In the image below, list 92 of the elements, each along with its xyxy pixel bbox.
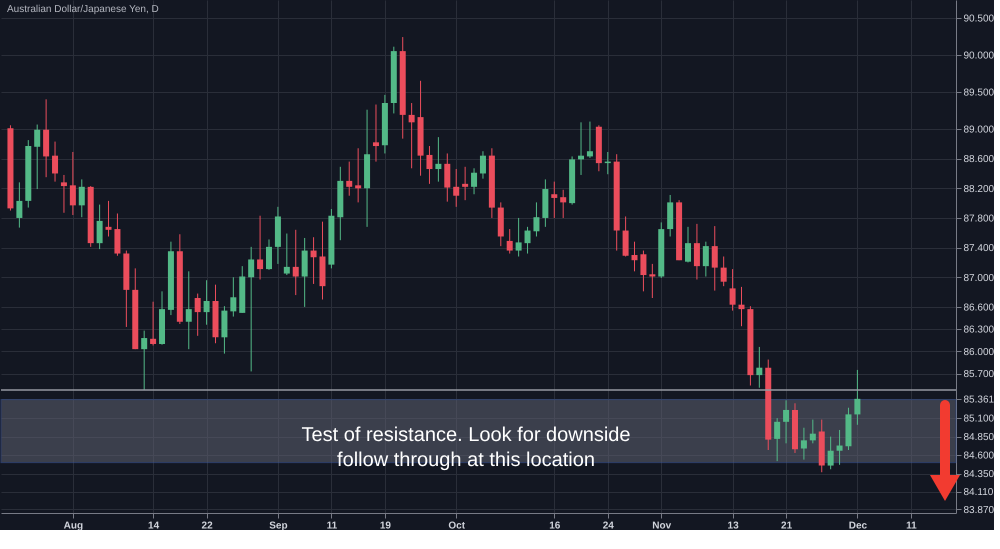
- x-tick-label: Dec: [848, 520, 868, 532]
- candlestick: [730, 268, 736, 312]
- candlestick: [60, 174, 67, 214]
- candlestick: [462, 166, 468, 201]
- candlestick: [426, 146, 432, 184]
- candlestick: [702, 241, 709, 278]
- candlestick: [444, 152, 450, 202]
- y-tick-label: 87.000: [964, 272, 995, 284]
- y-tick-label: 89.500: [964, 87, 995, 98]
- x-tick-label: 11: [326, 520, 338, 532]
- candlestick: [516, 217, 522, 257]
- candlestick: [284, 233, 290, 276]
- candlestick: [640, 250, 646, 292]
- candlestick: [774, 418, 780, 462]
- x-tick-label: 22: [202, 520, 214, 532]
- candlestick: [355, 148, 362, 203]
- x-tick-label: 24: [602, 520, 614, 532]
- y-tick-label: 85.361: [964, 394, 995, 406]
- candlestick: [230, 276, 236, 318]
- candlestick: [257, 215, 264, 280]
- candlestick: [186, 270, 192, 350]
- candlestick: [310, 236, 317, 284]
- x-tick-label: 14: [148, 520, 160, 532]
- y-tick-label: 86.000: [964, 346, 995, 358]
- candlestick: [712, 226, 718, 292]
- annotation: Test of resistance. Look for downside follow through at this location: [301, 424, 631, 471]
- candlestick: [435, 136, 442, 182]
- x-tick-label: 11: [906, 520, 918, 532]
- candlestick: [694, 223, 700, 280]
- candlestick: [204, 280, 210, 326]
- candlestick: [810, 419, 816, 444]
- candlestick: [800, 427, 807, 460]
- candlestick: [738, 286, 744, 327]
- y-tick-label: 86.600: [964, 302, 995, 314]
- y-tick-label: 90.500: [964, 13, 995, 24]
- candlestick: [52, 141, 58, 182]
- candlestick: [408, 102, 415, 169]
- candlestick: [604, 151, 611, 175]
- candlestick: [506, 228, 513, 254]
- candlestick: [16, 182, 22, 228]
- candlestick: [524, 226, 531, 254]
- y-tick-label: 89.000: [964, 124, 995, 136]
- candlestick: [720, 256, 727, 287]
- y-tick-label: 86.300: [964, 324, 995, 336]
- x-tick-label: Oct: [448, 520, 466, 532]
- candlestick: [586, 121, 593, 158]
- y-tick-label: 90.000: [964, 50, 995, 62]
- chart-title: Australian Dollar/Japanese Yen, D: [7, 4, 159, 15]
- y-tick-label: 88.200: [964, 184, 995, 195]
- y-tick-label: 84.850: [964, 432, 995, 444]
- candlestick: [560, 189, 566, 218]
- x-tick-label: Nov: [652, 520, 672, 532]
- candlestick: [578, 122, 584, 176]
- y-tick-label: 88.600: [964, 154, 995, 166]
- candlestick: [783, 400, 790, 444]
- candlestick: [248, 246, 254, 372]
- candlestick: [141, 330, 148, 390]
- candlestick: [453, 168, 460, 208]
- candlestick: [480, 150, 486, 180]
- y-tick-label: 87.400: [964, 243, 995, 254]
- candlestick: [96, 204, 103, 250]
- candlestick: [106, 200, 112, 237]
- candlestick: [854, 369, 860, 426]
- candlestick: [292, 229, 299, 296]
- y-tick-label: 84.350: [964, 469, 995, 480]
- y-tick-label: 85.100: [964, 414, 995, 425]
- y-tick-label: 87.800: [964, 213, 995, 224]
- candlestick: [70, 151, 76, 216]
- candlestick: [649, 263, 656, 299]
- y-tick-label: 85.700: [964, 369, 995, 380]
- y-tick-label: 84.110: [964, 487, 994, 498]
- y-tick-label: 83.870: [964, 504, 995, 516]
- candlestick: [266, 238, 272, 270]
- candlestick: [346, 161, 352, 196]
- x-tick-label: 19: [380, 520, 392, 532]
- candlestick: [34, 124, 40, 190]
- candlestick: [551, 181, 558, 218]
- x-tick-label: 13: [728, 520, 740, 532]
- x-tick-label: 16: [549, 520, 561, 532]
- candlestick: [533, 202, 540, 237]
- candlestick: [632, 241, 638, 272]
- candlestick: [471, 168, 478, 195]
- candlestick: [836, 429, 843, 466]
- candlestick: [150, 301, 156, 346]
- candlestick: [828, 436, 834, 470]
- x-tick-label: 21: [781, 520, 793, 532]
- y-tick-label: 84.600: [964, 450, 995, 462]
- candlestick: [756, 346, 762, 388]
- candlestick: [194, 293, 201, 336]
- candlestick: [372, 104, 379, 162]
- candlestick: [685, 226, 692, 263]
- candlestick: [78, 178, 85, 218]
